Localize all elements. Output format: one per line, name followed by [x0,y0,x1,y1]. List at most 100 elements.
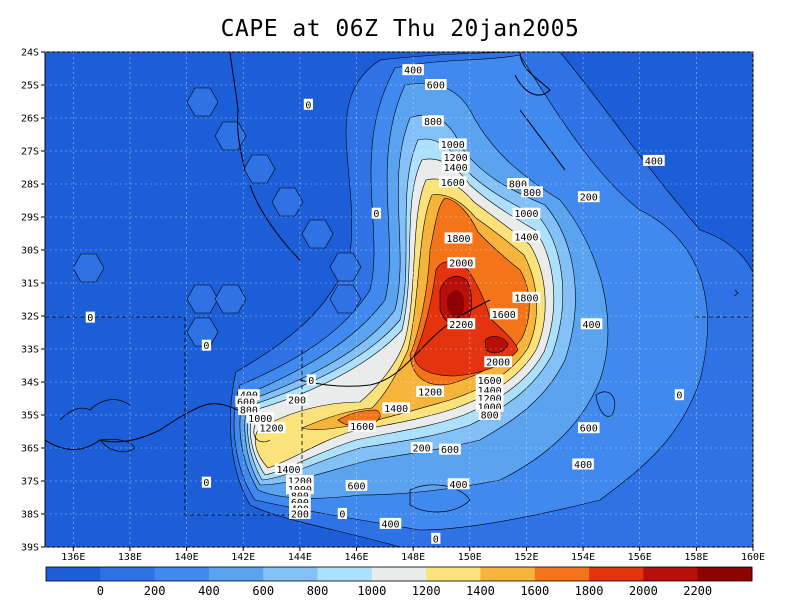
contour-label-bg [289,496,311,508]
contour-label: 2000 [447,257,476,270]
contour-label: 1200 [285,475,314,488]
contour-label-bg [572,458,594,470]
lon-tick-label: 140E [175,552,199,563]
colorbar-label: 600 [252,584,274,598]
lat-tick-label: 25S [21,81,39,92]
contour-label: 1600 [348,420,377,433]
contour-label-bg [438,176,467,188]
state-borders [45,316,753,516]
contour-label: 0 [201,476,212,489]
map-title: CAPE at 06Z Thu 20jan2005 [220,16,580,42]
contour-label-bg [444,232,473,244]
contour-label-text: 2000 [449,259,473,270]
contour-label-bg [475,374,504,386]
contour-label: 1200 [441,151,470,164]
contour-label-bg [674,389,684,401]
contour-label-bg [416,385,445,397]
contour-label-bg [306,374,316,386]
contour-label: 1000 [246,412,275,425]
contour-label-bg [246,412,275,424]
contour-label: 400 [379,517,402,530]
contour-label: 600 [425,79,447,92]
lat-tick-label: 34S [21,378,39,389]
contour-label: 200 [410,442,433,455]
contour-label-bg [238,404,260,416]
contour-label: 400 [643,154,665,167]
contour-label-text: 0 [308,376,314,387]
contour-label-bg [235,395,257,407]
colorbar-swatch [100,567,156,581]
contour-label-text: 1800 [446,234,470,245]
contour-label-bg [379,517,402,529]
contour-label-text: 1600 [350,422,374,433]
contour-label-text: 0 [676,391,682,402]
contour-label-bg [489,308,518,320]
contour-label-text: 1400 [478,386,502,397]
contour-label-bg [289,508,311,519]
contour-label: 200 [286,394,308,407]
contour-label-text: 1600 [441,178,465,189]
contour-label: 1800 [512,291,541,304]
contour-label: 0 [674,389,684,402]
contour-label: 2000 [484,356,513,369]
zero-cells [72,87,362,347]
contour-label: 400 [402,64,424,77]
gridlines [45,51,754,548]
contour-label: 0 [431,532,441,545]
lon-tick-label: 146E [344,552,368,563]
lon-tick-label: 138E [118,552,142,563]
contour-label: 1400 [475,384,504,397]
contour-label-text: 1000 [514,209,538,220]
contour-label-bg [447,318,476,330]
contour-label-text: 1400 [444,163,468,174]
colorbar-label: 800 [307,584,329,598]
contour-label-text: 600 [427,81,445,92]
colorbar-label: 1200 [412,584,441,598]
contour-label: 800 [478,409,501,422]
lon-tick-label: 136E [61,552,85,563]
contour-label: 600 [345,479,368,492]
contour-label-bg [345,479,368,491]
plot-frame [44,51,754,548]
lon-tick-label: 148E [401,552,425,563]
lon-tick-label: 154E [571,552,595,563]
contour-label: 1400 [274,463,303,476]
contour-label-text: 0 [433,534,439,545]
coast-details [59,289,739,513]
contour-label-bg [201,476,212,488]
contour-label-text: 400 [583,320,601,331]
contour-label-text: 0 [305,100,311,111]
contour-label: 800 [422,115,444,128]
contour-label-text: 2000 [486,358,510,369]
contour-label-text: 1200 [444,153,468,164]
coastline [45,52,566,450]
contour-label: 1200 [257,422,286,435]
colorbar-label: 400 [198,584,220,598]
contour-label-text: 0 [87,313,93,324]
contour-label-text: 800 [424,117,442,128]
contour-label-bg [337,508,347,519]
contour-label-bg [238,389,260,401]
lat-tick-label: 30S [21,246,39,257]
lat-tick-label: 33S [21,345,39,356]
colorbar-frame [45,566,753,582]
contour-label-text: 1200 [288,477,312,488]
lon-tick-label: 150E [458,552,482,563]
contour-label: 600 [235,395,257,408]
contour-label-text: 1400 [277,465,301,476]
contour-label: 1400 [382,402,411,415]
colorbar-swatch [263,567,319,581]
contour-label-text: 600 [347,481,365,492]
contour-label: 400 [572,458,594,471]
contour-label: 400 [447,478,470,491]
contour-label-text: 1000 [441,140,465,151]
contour-label: 1400 [512,230,541,243]
colorbar-label: 1000 [357,584,386,598]
contour-label-bg [201,339,212,351]
contour-label: 0 [85,311,95,324]
colorbar-swatch [480,567,536,581]
contour-label: 1400 [441,161,470,174]
lat-tick-label: 37S [21,477,39,488]
contour-label-text: 1600 [492,310,516,321]
lat-tick-label: 36S [21,444,39,455]
